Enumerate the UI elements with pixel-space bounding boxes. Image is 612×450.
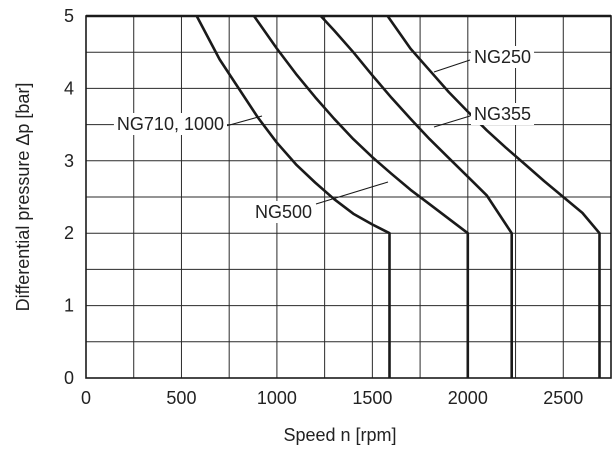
- plot-frame: [85, 15, 612, 379]
- x-tick-label: 2500: [543, 388, 583, 408]
- annotation-background: [471, 46, 535, 68]
- x-tick-label: 2000: [448, 388, 488, 408]
- x-axis-label: Speed n [rpm]: [283, 425, 396, 445]
- y-tick-labels: 0 1 2 3 4 5: [64, 6, 74, 388]
- x-tick-label: 500: [166, 388, 196, 408]
- y-tick-label: 2: [64, 223, 74, 243]
- leader-line-ng250: [433, 59, 471, 73]
- series-line-ng355: [319, 15, 513, 378]
- series-line-ng250: [386, 15, 601, 378]
- series-line-ng500: [252, 15, 470, 378]
- annotations-layer: NG250 NG355 NG710, 1000 NG500: [113, 46, 535, 223]
- grid-layer: [86, 16, 611, 378]
- annotation-background: [251, 201, 315, 223]
- y-tick-label: 3: [64, 151, 74, 171]
- leader-line-ng355: [433, 115, 471, 128]
- annotation-ng710-1000: NG710, 1000: [117, 114, 224, 134]
- annotation-background: [471, 103, 535, 125]
- x-tick-label: 0: [81, 388, 91, 408]
- leader-line-ng500: [315, 181, 389, 205]
- y-tick-label: 4: [64, 78, 74, 98]
- y-axis-label: Differential pressure Δp [bar]: [13, 83, 33, 312]
- x-tick-label: 1000: [257, 388, 297, 408]
- x-tick-label: 1500: [352, 388, 392, 408]
- y-tick-label: 5: [64, 6, 74, 26]
- y-tick-label: 0: [64, 368, 74, 388]
- leader-line-ng710-1000: [225, 115, 263, 127]
- annotation-ng500: NG500: [255, 202, 312, 222]
- x-tick-labels: 0 500 1000 1500 2000 2500: [81, 388, 583, 408]
- series-line-ng710-1000: [195, 15, 391, 378]
- y-tick-label: 1: [64, 296, 74, 316]
- annotation-ng355: NG355: [474, 104, 531, 124]
- annotation-ng250: NG250: [474, 47, 531, 67]
- annotation-background: [113, 113, 227, 135]
- curve-layer: [86, 14, 611, 378]
